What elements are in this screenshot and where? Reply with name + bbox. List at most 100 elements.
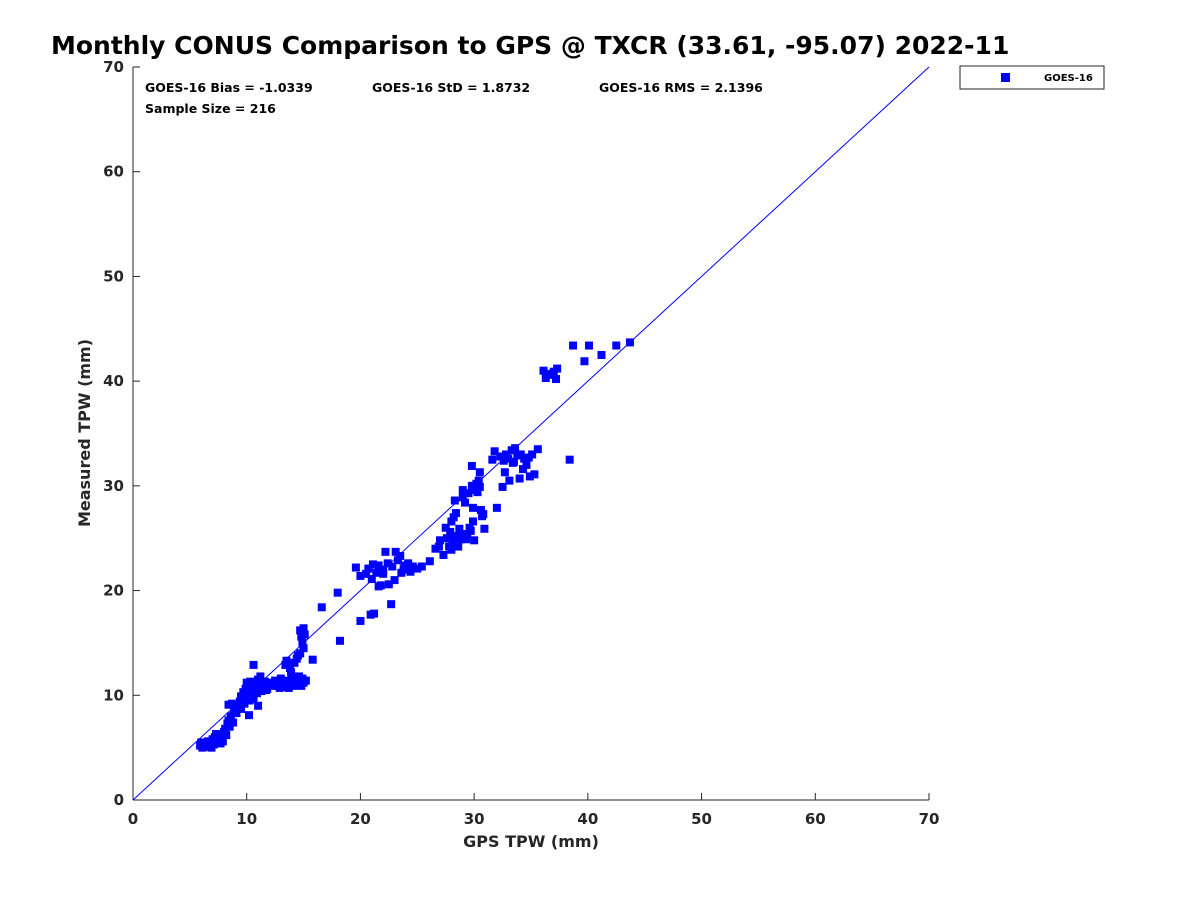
data-point: [584, 341, 593, 350]
data-point: [406, 567, 415, 576]
data-point: [260, 677, 269, 686]
data-point: [356, 616, 365, 625]
data-point: [565, 455, 574, 464]
data-point: [381, 547, 390, 556]
data-point: [480, 524, 489, 533]
data-point: [218, 737, 227, 746]
x-tick-label: 20: [350, 810, 371, 828]
data-point: [475, 482, 484, 491]
data-point: [505, 476, 514, 485]
data-point: [449, 513, 458, 522]
data-point: [244, 696, 253, 705]
data-point: [229, 718, 238, 727]
data-point: [283, 676, 292, 685]
data-point: [390, 576, 399, 585]
x-tick-label: 0: [128, 810, 138, 828]
data-point: [530, 470, 539, 479]
data-point: [225, 722, 234, 731]
data-point: [384, 580, 393, 589]
data-point: [499, 456, 508, 465]
data-point: [488, 455, 497, 464]
y-tick-label: 0: [114, 791, 124, 809]
data-point: [569, 341, 578, 350]
data-point: [451, 509, 460, 518]
data-point: [458, 493, 467, 502]
data-point: [252, 689, 261, 698]
data-point: [458, 486, 467, 495]
x-tick-label: 50: [691, 810, 712, 828]
data-point: [413, 564, 422, 573]
data-point: [511, 444, 520, 453]
data-point: [292, 679, 301, 688]
data-point: [254, 701, 263, 710]
data-point: [221, 724, 230, 733]
data-point: [290, 658, 299, 667]
data-point: [246, 677, 255, 686]
x-tick-label: 40: [577, 810, 598, 828]
data-point: [396, 552, 405, 561]
data-point: [288, 674, 297, 683]
y-tick-label: 60: [103, 163, 124, 181]
axes-frame: [132, 67, 929, 801]
data-point: [224, 716, 233, 725]
data-point: [397, 568, 406, 577]
data-point: [597, 350, 606, 359]
data-point: [275, 683, 284, 692]
data-point: [374, 561, 383, 570]
legend-label: GOES-16: [1044, 73, 1093, 84]
data-point: [464, 489, 473, 498]
data-point: [612, 341, 621, 350]
data-point: [479, 510, 488, 519]
y-tick-label: 70: [103, 58, 124, 76]
data-point: [298, 638, 307, 647]
data-point: [244, 711, 253, 720]
data-point: [469, 517, 478, 526]
x-tick-label: 10: [236, 810, 257, 828]
data-point: [498, 482, 507, 491]
data-point: [299, 644, 308, 653]
data-point: [476, 505, 485, 514]
data-point: [500, 468, 509, 477]
data-point: [374, 582, 383, 591]
data-point: [473, 488, 482, 497]
data-point: [379, 569, 388, 578]
data-point: [447, 545, 456, 554]
data-point: [262, 686, 271, 695]
data-point: [282, 656, 291, 665]
data-point: [501, 450, 510, 459]
data-point: [335, 636, 344, 645]
legend: GOES-16: [959, 65, 1105, 90]
data-point: [456, 530, 465, 539]
data-point: [299, 678, 308, 687]
data-point: [317, 603, 326, 612]
y-tick-label: 30: [103, 477, 124, 495]
data-point: [519, 465, 528, 474]
data-point: [461, 498, 470, 507]
x-tick-label: 60: [805, 810, 826, 828]
data-point: [370, 609, 379, 618]
data-point: [400, 561, 409, 570]
data-point: [408, 562, 417, 571]
data-point: [496, 452, 505, 461]
data-point: [401, 565, 410, 574]
x-axis-label: GPS TPW (mm): [463, 832, 599, 851]
data-point: [525, 472, 534, 481]
data-point: [351, 563, 360, 572]
data-point: [533, 445, 542, 454]
data-point: [504, 454, 513, 463]
data-point: [281, 660, 290, 669]
data-point: [237, 692, 246, 701]
data-point: [217, 733, 226, 742]
data-point: [446, 527, 455, 536]
data-point: [552, 375, 561, 384]
data-point: [475, 468, 484, 477]
data-point: [516, 450, 525, 459]
data-point: [553, 364, 562, 373]
data-point: [224, 700, 233, 709]
data-point: [222, 731, 231, 740]
stat-sample-size: Sample Size = 216: [145, 101, 276, 116]
data-point: [442, 534, 451, 543]
data-point: [212, 730, 221, 739]
data-point: [388, 562, 397, 571]
y-ticks: 0 10 20 30 40 50 60 70: [103, 58, 140, 809]
